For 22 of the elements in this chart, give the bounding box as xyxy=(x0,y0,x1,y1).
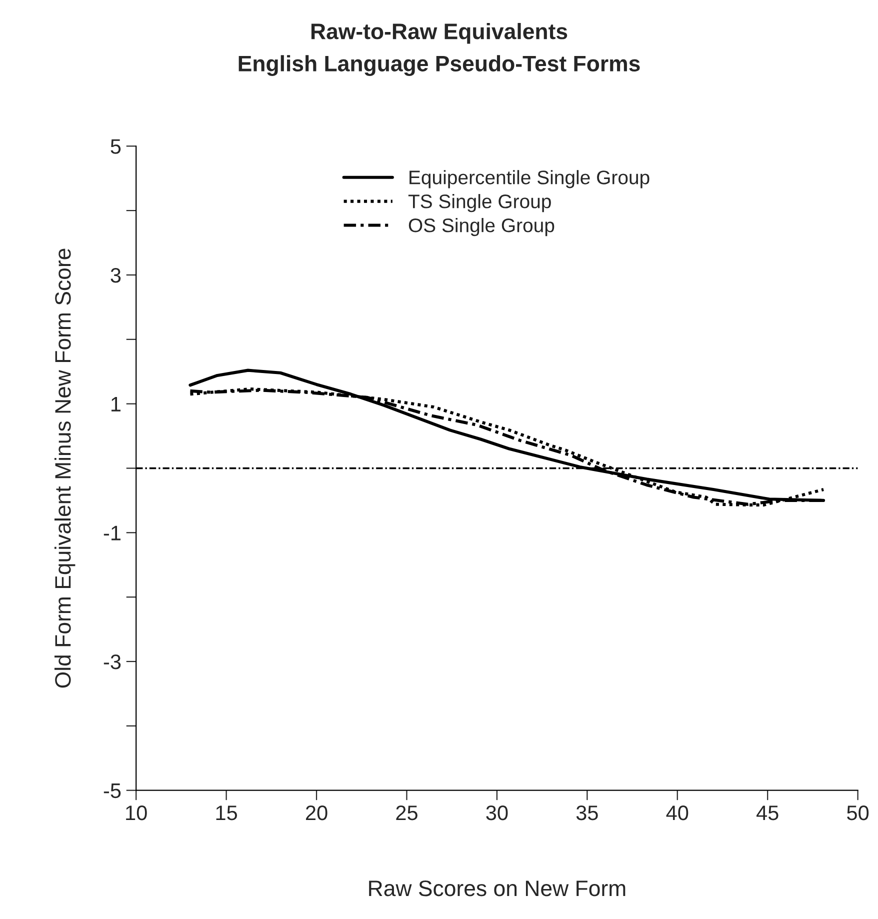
legend-label: Equipercentile Single Group xyxy=(410,170,650,188)
x-tick-label: 20 xyxy=(306,805,328,820)
x-tick-label: 50 xyxy=(847,805,869,820)
legend-label: TS Single Group xyxy=(408,194,551,212)
y-tick-label: 5 xyxy=(110,139,121,154)
x-tick-label: 35 xyxy=(576,805,598,820)
chart-title: Raw-to-Raw Equivalents xyxy=(311,22,568,44)
legend-label: OS Single Group xyxy=(408,218,554,236)
y-tick-label: -1 xyxy=(104,526,120,540)
x-tick-label: 30 xyxy=(486,805,508,820)
y-tick-label: 3 xyxy=(110,268,121,283)
x-tick-label: 10 xyxy=(126,805,147,820)
x-tick-label: 45 xyxy=(756,806,778,820)
y-axis-title: Old Form Equivalent Minus New Form Score xyxy=(54,248,76,688)
x-tick-label: 40 xyxy=(666,805,688,820)
chart-subtitle: English Language Pseudo-Test Forms xyxy=(238,55,640,76)
x-tick-label: 25 xyxy=(396,805,418,820)
y-tick-label: -3 xyxy=(104,654,121,670)
x-tick-label: 15 xyxy=(216,806,238,820)
y-tick-label: -5 xyxy=(104,784,121,798)
y-tick-label: 1 xyxy=(112,397,120,412)
x-axis-title: Raw Scores on New Form xyxy=(369,880,626,896)
